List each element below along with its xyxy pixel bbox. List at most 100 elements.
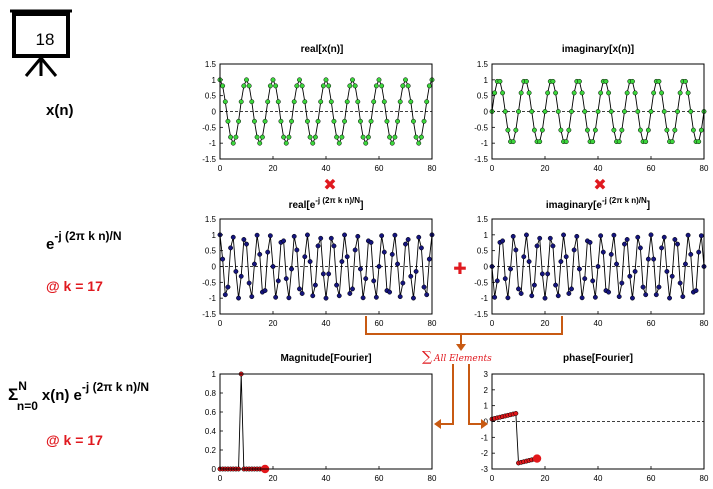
data-point bbox=[368, 239, 374, 245]
data-point bbox=[669, 273, 675, 279]
data-point bbox=[651, 256, 657, 262]
data-point bbox=[619, 280, 625, 286]
data-point bbox=[297, 77, 302, 83]
data-point bbox=[592, 294, 598, 300]
data-point bbox=[358, 118, 363, 124]
data-point bbox=[344, 254, 350, 260]
data-point bbox=[672, 127, 678, 133]
data-point bbox=[334, 282, 340, 288]
data-point bbox=[302, 99, 308, 105]
slide-number: 18 bbox=[35, 30, 55, 49]
data-point bbox=[632, 269, 638, 274]
y-tick-label: -1 bbox=[481, 433, 489, 442]
data-point bbox=[403, 77, 408, 83]
data-point bbox=[310, 293, 316, 299]
data-point bbox=[379, 83, 385, 89]
y-tick-label: 0.4 bbox=[205, 427, 217, 436]
data-point bbox=[289, 118, 294, 124]
data-point bbox=[373, 294, 379, 300]
x-tick-label: 60 bbox=[375, 474, 384, 483]
data-point bbox=[424, 99, 430, 105]
data-point bbox=[508, 266, 513, 272]
data-point bbox=[513, 247, 519, 253]
data-point bbox=[365, 134, 371, 140]
data-point bbox=[558, 259, 564, 264]
data-point bbox=[510, 139, 516, 145]
data-point bbox=[331, 118, 337, 124]
slide-board-icon: 18 bbox=[8, 8, 78, 78]
data-point bbox=[545, 90, 551, 96]
x-tick-label: 40 bbox=[322, 319, 331, 328]
data-point bbox=[698, 233, 704, 239]
data-point bbox=[411, 295, 416, 301]
data-point bbox=[492, 294, 498, 300]
data-point bbox=[400, 83, 406, 89]
data-point bbox=[531, 127, 537, 133]
data-point bbox=[397, 99, 403, 105]
multiply-icon: ✖ bbox=[593, 175, 606, 194]
data-point bbox=[416, 140, 422, 146]
y-tick-label: -1 bbox=[209, 294, 217, 303]
data-point bbox=[645, 256, 651, 262]
chart-real-x: 1.510.50-0.5-1-1.50 20 40 60 80 bbox=[202, 60, 437, 173]
data-point bbox=[561, 232, 566, 238]
x-tick-label: 80 bbox=[428, 164, 437, 173]
y-tick-label: 1.5 bbox=[205, 215, 217, 224]
data-point bbox=[222, 99, 228, 105]
data-point bbox=[270, 264, 276, 269]
data-point bbox=[492, 90, 498, 96]
data-point bbox=[387, 134, 393, 140]
data-point bbox=[228, 134, 234, 140]
data-point bbox=[574, 233, 580, 239]
data-point bbox=[566, 291, 572, 296]
data-point bbox=[608, 251, 614, 257]
data-point bbox=[595, 264, 601, 269]
data-point bbox=[350, 286, 355, 292]
data-point bbox=[614, 261, 619, 267]
data-point bbox=[267, 233, 273, 239]
data-point bbox=[577, 78, 582, 84]
data-point bbox=[360, 295, 366, 301]
data-point bbox=[510, 233, 516, 239]
chart-real-e: 1.510.50-0.5-1-1.50 20 40 60 80 bbox=[202, 215, 437, 328]
data-point bbox=[392, 134, 398, 140]
data-point bbox=[675, 241, 680, 247]
data-point bbox=[220, 83, 226, 89]
data-point bbox=[323, 295, 329, 301]
x-tick-label: 40 bbox=[594, 319, 603, 328]
data-point bbox=[328, 235, 334, 241]
data-point bbox=[262, 288, 268, 294]
data-point bbox=[336, 293, 342, 299]
data-point bbox=[539, 127, 545, 133]
data-point bbox=[426, 83, 432, 89]
y-tick-label: -1.5 bbox=[474, 155, 488, 164]
x-tick-label: 20 bbox=[269, 164, 278, 173]
data-point bbox=[273, 294, 279, 300]
sum-symbol: ∑ bbox=[422, 349, 432, 365]
data-point bbox=[291, 233, 297, 239]
data-point bbox=[220, 256, 226, 262]
data-point bbox=[497, 78, 503, 84]
data-point bbox=[516, 286, 521, 292]
data-point bbox=[569, 286, 574, 292]
y-tick-label: -0.5 bbox=[202, 123, 216, 132]
data-point bbox=[241, 237, 247, 242]
data-point bbox=[286, 134, 292, 140]
data-point bbox=[305, 118, 310, 124]
data-point bbox=[339, 259, 345, 264]
data-point bbox=[622, 109, 627, 114]
data-point bbox=[238, 99, 244, 105]
add-icon: ✚ bbox=[453, 259, 466, 278]
data-point bbox=[249, 294, 255, 300]
data-point bbox=[233, 269, 239, 274]
data-point bbox=[421, 284, 427, 290]
data-point bbox=[584, 127, 590, 133]
plot-frame bbox=[491, 218, 705, 315]
x-tick-label: 40 bbox=[594, 474, 603, 483]
data-point bbox=[318, 99, 324, 105]
data-point bbox=[418, 245, 424, 251]
data-point bbox=[624, 90, 630, 96]
kernel-k-note: @ k = 17 bbox=[46, 278, 103, 294]
data-point bbox=[505, 295, 511, 301]
data-point bbox=[230, 234, 236, 240]
